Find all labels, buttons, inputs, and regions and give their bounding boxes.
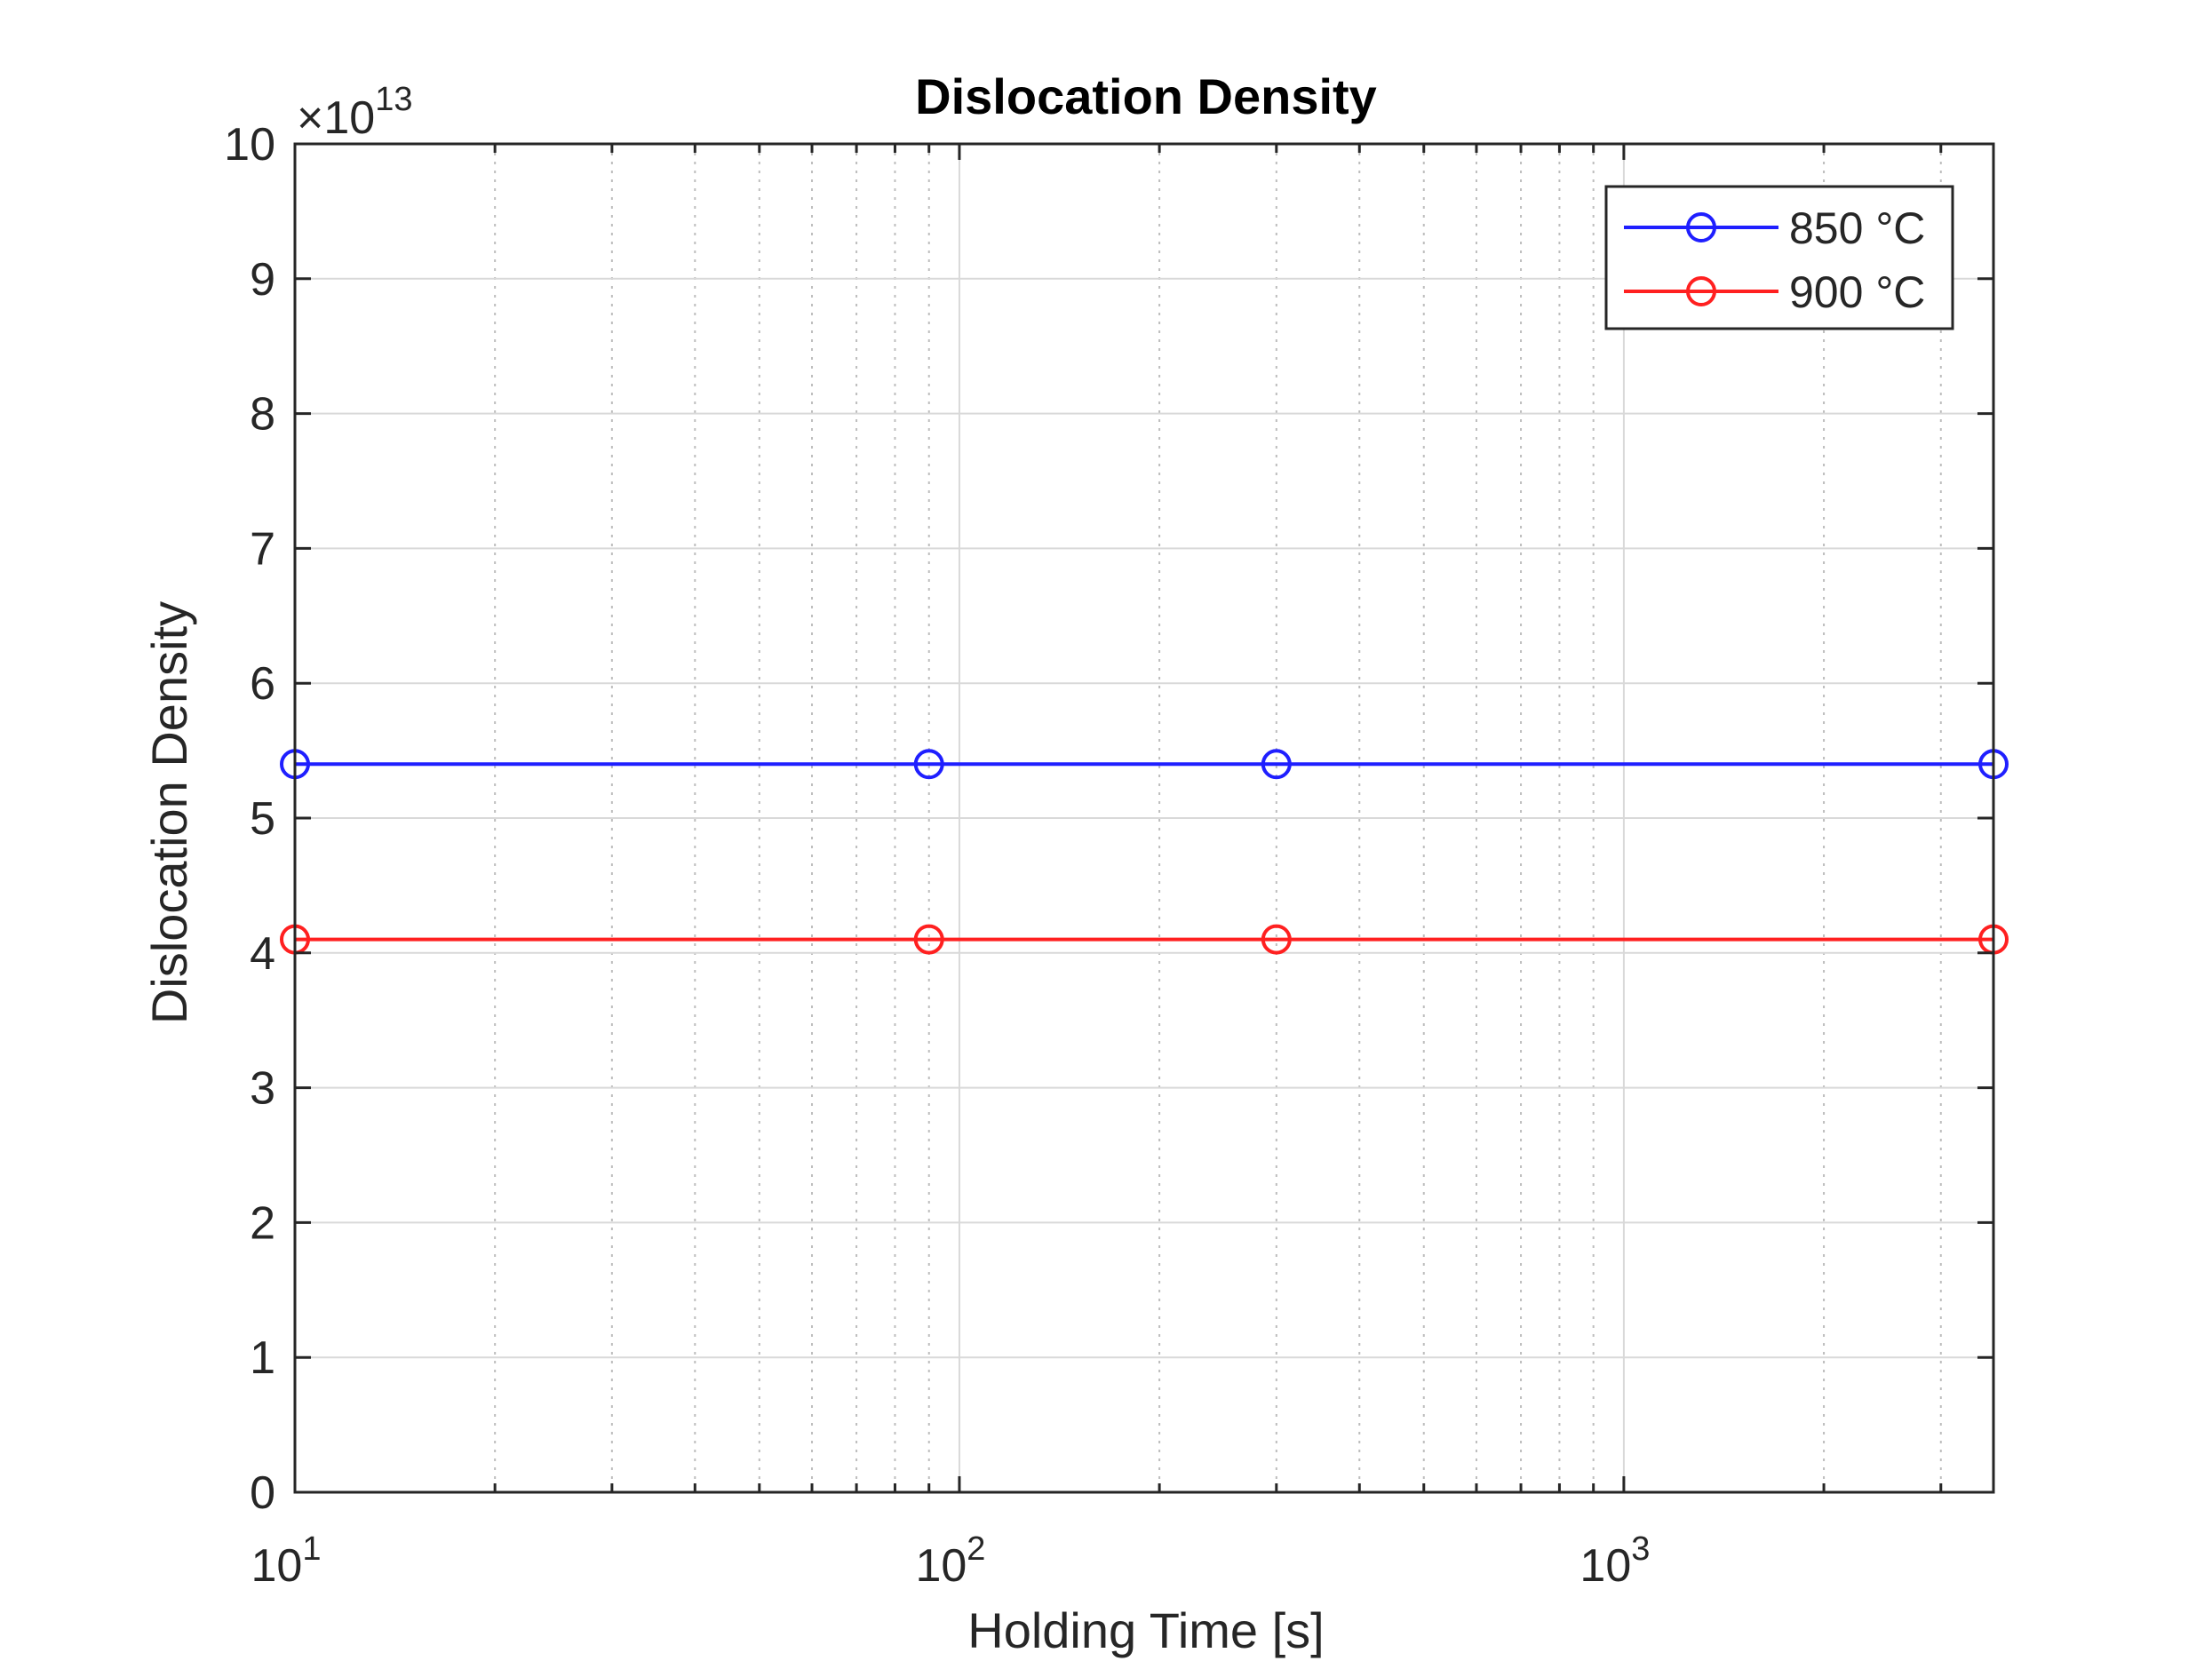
y-tick-label: 8 — [250, 389, 275, 441]
x-tick-label: 102 — [915, 1530, 985, 1592]
y-tick-label: 1 — [250, 1332, 275, 1384]
x-tick-label: 103 — [1579, 1530, 1650, 1592]
data-point — [1261, 924, 1292, 955]
legend-box — [1604, 185, 1954, 330]
chart-title: Dislocation Density — [915, 68, 1377, 124]
legend-entry: 900 °C — [1624, 267, 1925, 317]
y-tick-label: 4 — [250, 928, 275, 980]
data-point — [913, 924, 944, 955]
legend-swatch-marker — [1686, 276, 1716, 306]
y-multiplier: ×1013 — [297, 81, 413, 144]
series-0 — [280, 749, 2009, 780]
x-tick-labels: 101 102 103 — [251, 1530, 1651, 1592]
y-multiplier-exponent: 13 — [375, 81, 412, 118]
y-tick-label: 5 — [250, 793, 275, 845]
series-1 — [280, 924, 2009, 955]
y-tick-label: 10 — [224, 119, 275, 171]
legend: 850 °C 900 °C — [1604, 185, 1954, 330]
y-tick-labels: 0 1 2 3 4 5 6 7 8 9 10 — [224, 119, 275, 1519]
y-tick-label: 6 — [250, 658, 275, 710]
data-point — [1261, 749, 1292, 780]
y-tick-label: 3 — [250, 1063, 275, 1115]
ticks — [293, 142, 1993, 1494]
y-tick-label: 7 — [250, 523, 275, 575]
legend-swatch-marker — [1686, 212, 1716, 242]
legend-label: 850 °C — [1789, 203, 1925, 253]
svg-text:×1013: ×1013 — [297, 81, 413, 144]
legend-label: 900 °C — [1789, 267, 1925, 317]
legend-entry: 850 °C — [1624, 203, 1925, 253]
y-tick-label: 2 — [250, 1197, 275, 1249]
x-axis-label: Holding Time [s] — [967, 1602, 1325, 1658]
series-layer — [280, 749, 2009, 955]
data-point — [913, 749, 944, 780]
y-multiplier-base: ×10 — [297, 92, 375, 144]
grid — [294, 143, 1993, 1493]
x-tick-label: 101 — [251, 1530, 322, 1592]
y-axis-label: Dislocation Density — [141, 601, 197, 1024]
y-tick-label: 0 — [250, 1467, 275, 1519]
y-tick-label: 9 — [250, 254, 275, 306]
